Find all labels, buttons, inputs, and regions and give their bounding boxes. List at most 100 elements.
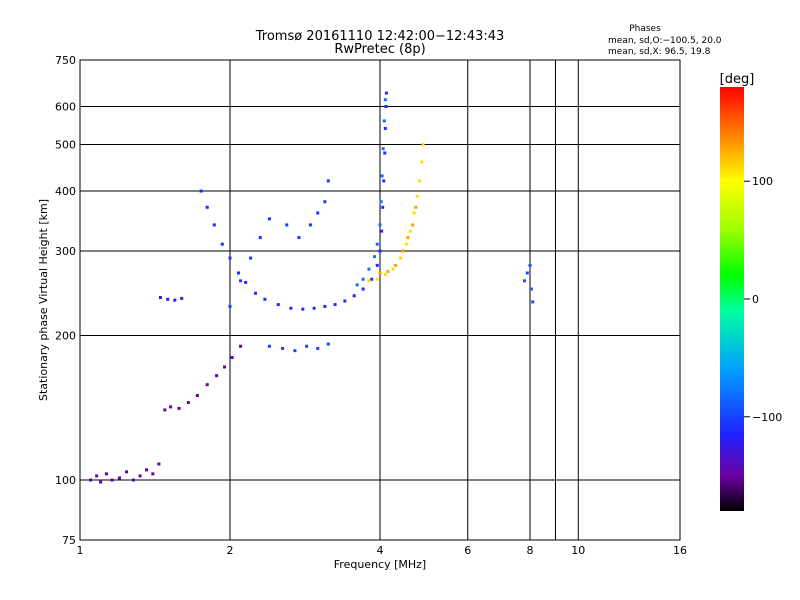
scatter-point xyxy=(163,408,167,412)
scatter-point xyxy=(138,474,142,478)
scatter-point xyxy=(414,205,418,209)
scatter-point xyxy=(406,236,410,240)
scatter-point xyxy=(157,462,161,466)
x-tick-label: 10 xyxy=(571,544,585,557)
scatter-point xyxy=(104,472,108,476)
scatter-point xyxy=(361,287,365,291)
scatter-point xyxy=(378,271,382,275)
y-tick-label: 300 xyxy=(55,245,76,258)
scatter-point xyxy=(169,405,173,409)
colorbar-label: [deg] xyxy=(720,72,755,87)
scatter-point xyxy=(381,205,385,209)
y-tick-label: 750 xyxy=(55,54,76,67)
scatter-point xyxy=(343,299,347,303)
scatter-point xyxy=(528,263,532,267)
phase-stats-x: mean, sd,X: 96.5, 19.8 xyxy=(608,47,711,57)
scatter-point xyxy=(523,279,527,283)
y-ticks: 75 100 200 300 400 500 600 750 xyxy=(55,54,76,547)
scatter-point xyxy=(220,242,224,246)
x-tick-label: 2 xyxy=(227,544,234,557)
scatter-point xyxy=(95,474,99,478)
scatter-point xyxy=(258,236,262,240)
scatter-point xyxy=(380,174,384,178)
scatter-point xyxy=(367,267,371,271)
scatter-point xyxy=(223,365,227,369)
colorbar-tick-label: 100 xyxy=(752,175,773,188)
scatter-point xyxy=(326,342,330,346)
scatter-point xyxy=(173,298,177,302)
scatter-point xyxy=(249,256,253,260)
scatter-point xyxy=(281,346,285,350)
scatter-point xyxy=(326,179,330,183)
colorbar-ticks: 100 0 −100 xyxy=(744,175,782,424)
scatter-point xyxy=(381,147,385,151)
scatter-point xyxy=(399,256,403,260)
colorbar xyxy=(720,87,744,511)
scatter-point xyxy=(375,277,379,281)
scatter-point xyxy=(375,242,379,246)
scatter-point xyxy=(99,480,103,484)
scatter-point xyxy=(415,194,419,198)
scatter-point xyxy=(263,297,267,301)
scatter-point xyxy=(384,91,388,95)
scatter-point xyxy=(301,307,305,311)
scatter-point xyxy=(205,383,209,387)
scatter-points xyxy=(89,91,535,484)
scatter-point xyxy=(531,300,535,304)
scatter-point xyxy=(239,279,243,283)
phase-stats-o: mean, sd,O:−100.5, 20.0 xyxy=(608,36,722,46)
colorbar-tick-label: 0 xyxy=(752,293,759,306)
chart-subtitle: RwPretec (8p) xyxy=(334,42,425,57)
scatter-point xyxy=(370,277,374,281)
scatter-point xyxy=(352,294,356,298)
scatter-point xyxy=(199,189,203,193)
scatter-point xyxy=(404,242,408,246)
scatter-point xyxy=(386,269,390,273)
scatter-point xyxy=(195,394,199,398)
scatter-point xyxy=(420,160,424,164)
scatter-point xyxy=(378,249,382,253)
x-tick-label: 8 xyxy=(527,544,534,557)
scatter-point xyxy=(333,303,337,307)
scatter-point xyxy=(383,151,387,155)
x-axis-label: Frequency [MHz] xyxy=(334,558,426,571)
scatter-point xyxy=(382,119,386,123)
scatter-point xyxy=(205,205,209,209)
scatter-point xyxy=(408,229,412,233)
scatter-point xyxy=(323,304,327,308)
y-tick-label: 200 xyxy=(55,330,76,343)
scatter-point xyxy=(215,374,219,378)
scatter-point xyxy=(276,303,280,307)
scatter-point xyxy=(379,200,383,204)
scatter-point xyxy=(230,355,234,359)
scatter-point xyxy=(267,344,271,348)
scatter-point xyxy=(421,143,425,147)
y-tick-label: 500 xyxy=(55,139,76,152)
scatter-point xyxy=(131,478,135,482)
scatter-point xyxy=(145,468,149,472)
scatter-point xyxy=(308,223,312,227)
scatter-point xyxy=(383,126,387,130)
colorbar-tick-label: −100 xyxy=(752,411,782,424)
y-tick-label: 100 xyxy=(55,474,76,487)
scatter-point xyxy=(293,349,297,353)
scatter-point xyxy=(239,344,243,348)
scatter-point xyxy=(417,179,421,183)
x-tick-label: 6 xyxy=(464,544,471,557)
scatter-point xyxy=(180,296,184,300)
scatter-point xyxy=(186,401,190,405)
scatter-point xyxy=(380,229,384,233)
scatter-point xyxy=(228,304,232,308)
scatter-point xyxy=(236,271,240,275)
scatter-point xyxy=(394,263,398,267)
scatter-point xyxy=(525,271,529,275)
scatter-point xyxy=(361,277,365,281)
scatter-point xyxy=(151,472,155,476)
scatter-point xyxy=(228,256,232,260)
scatter-point xyxy=(158,296,162,300)
scatter-point xyxy=(382,179,386,183)
scatter-point xyxy=(125,470,129,474)
scatter-point xyxy=(529,287,533,291)
y-axis-label: Stationary phase Virtual Height [km] xyxy=(37,199,50,401)
